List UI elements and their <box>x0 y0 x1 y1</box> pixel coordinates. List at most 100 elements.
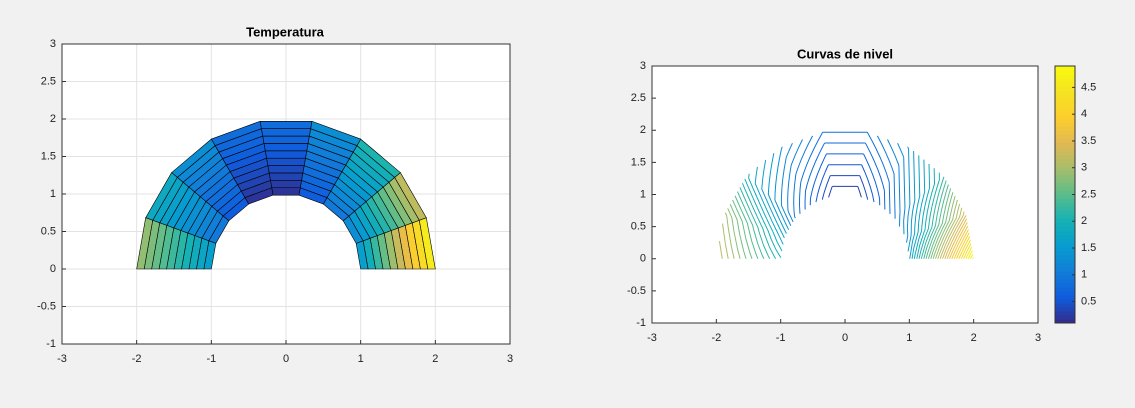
colorbar-tick-label: 1 <box>1081 269 1087 281</box>
mesh-element <box>261 128 311 137</box>
colorbar-swatch <box>1055 302 1075 308</box>
colorbar-swatch <box>1055 106 1075 111</box>
colorbar-tick-label: 4 <box>1081 108 1087 120</box>
colorbar-swatch <box>1055 230 1075 236</box>
y-tick-label: 3 <box>640 60 646 72</box>
contour-line <box>737 180 947 259</box>
contour-line <box>944 215 967 259</box>
contour-line <box>960 239 971 259</box>
y-tick-label: 0 <box>640 253 646 265</box>
contour-line <box>718 207 963 259</box>
y-tick-label: 1.5 <box>631 156 646 168</box>
colorbar-swatch <box>1055 94 1075 99</box>
x-tick-label: 2 <box>971 332 977 344</box>
contour-line <box>761 155 921 259</box>
contour-line <box>809 153 881 206</box>
colorbar-swatch <box>1055 310 1075 316</box>
mesh-element <box>266 157 306 166</box>
y-tick-label: 2 <box>640 124 646 136</box>
colorbar-swatch <box>1055 306 1075 312</box>
mesh-element <box>267 165 305 174</box>
contour-line <box>804 142 886 210</box>
colorbar-swatch <box>1055 66 1075 71</box>
colorbar-swatch <box>1055 126 1075 131</box>
mesh-element <box>271 187 301 196</box>
colorbar-swatch <box>1055 182 1075 187</box>
contour-line <box>949 222 968 259</box>
colorbar-swatch <box>1055 134 1075 139</box>
mesh-element <box>259 120 313 129</box>
colorbar-tick-label: 3.5 <box>1081 135 1096 147</box>
y-tick-label: 0.5 <box>41 225 56 237</box>
colorbar-swatch <box>1055 122 1075 127</box>
colorbar-swatch <box>1055 162 1075 167</box>
axes-box <box>61 43 511 345</box>
chart-title: Temperatura <box>246 24 325 39</box>
y-tick-label: 1 <box>640 188 646 200</box>
colorbar-swatch <box>1055 314 1075 320</box>
colorbar-swatch <box>1055 154 1075 159</box>
colorbar-swatch <box>1055 258 1075 264</box>
contour-line <box>967 250 973 259</box>
colorbar-tick-label: 4.5 <box>1081 81 1096 93</box>
colorbar-swatch <box>1055 234 1075 240</box>
colorbar-swatch <box>1055 158 1075 163</box>
colorbar-swatch <box>1055 82 1075 87</box>
colorbar-swatch <box>1055 90 1075 95</box>
mesh-element <box>268 172 304 181</box>
colorbar-swatch <box>1055 70 1075 75</box>
y-tick-label: 0.5 <box>631 221 646 233</box>
colorbar-swatch <box>1055 318 1075 324</box>
contour-line <box>732 188 952 259</box>
chart-title: Curvas de nivel <box>797 46 893 61</box>
contour-line <box>793 135 896 219</box>
contour-line <box>748 163 931 259</box>
colorbar-swatch <box>1055 146 1075 151</box>
colorbar-swatch <box>1055 166 1075 171</box>
contour-line <box>951 225 969 259</box>
colorbar-swatch <box>1055 150 1075 155</box>
contour-line <box>774 146 911 243</box>
mesh-element <box>263 143 309 152</box>
colorbar-swatch <box>1055 242 1075 248</box>
contour-line <box>942 211 965 259</box>
colorbar-swatch <box>1055 218 1075 224</box>
x-tick-label: -1 <box>776 332 786 344</box>
colorbar-swatch <box>1055 110 1075 115</box>
x-tick-label: -2 <box>132 353 142 365</box>
mesh-element <box>264 150 308 159</box>
y-tick-label: 2.5 <box>41 75 56 87</box>
contour-line <box>828 185 862 198</box>
x-tick-label: 1 <box>358 353 364 365</box>
colorbar-tick-label: 3 <box>1081 162 1087 174</box>
contour-line <box>821 175 869 200</box>
y-tick-label: -0.5 <box>37 300 56 312</box>
contour-line <box>787 139 901 227</box>
plot-area <box>652 66 1038 323</box>
colorbar-swatch <box>1055 178 1075 183</box>
colorbar-swatch <box>1055 130 1075 135</box>
colorbar-swatch <box>1055 226 1075 232</box>
colorbar-swatch <box>1055 274 1075 280</box>
contour-line <box>953 229 969 259</box>
x-tick-label: -1 <box>206 353 216 365</box>
y-tick-label: 1.5 <box>41 150 56 162</box>
contour-line <box>963 243 972 259</box>
contour-line <box>799 131 891 214</box>
y-tick-label: -1 <box>636 317 646 329</box>
colorbar-swatch <box>1055 254 1075 260</box>
colorbar-tick-label: 2 <box>1081 215 1087 227</box>
contour-line <box>754 159 926 259</box>
x-tick-label: 0 <box>283 353 289 365</box>
y-tick-label: 2 <box>50 113 56 125</box>
colorbar-swatch <box>1055 262 1075 268</box>
contour-line <box>815 164 875 203</box>
colorbar-swatch <box>1055 278 1075 284</box>
x-tick-label: 0 <box>842 332 848 344</box>
colorbar-swatch <box>1055 138 1075 143</box>
contour-line <box>744 168 936 259</box>
colorbar-swatch <box>1055 286 1075 292</box>
y-tick-label: 1 <box>50 188 56 200</box>
colorbar-swatch <box>1055 250 1075 256</box>
